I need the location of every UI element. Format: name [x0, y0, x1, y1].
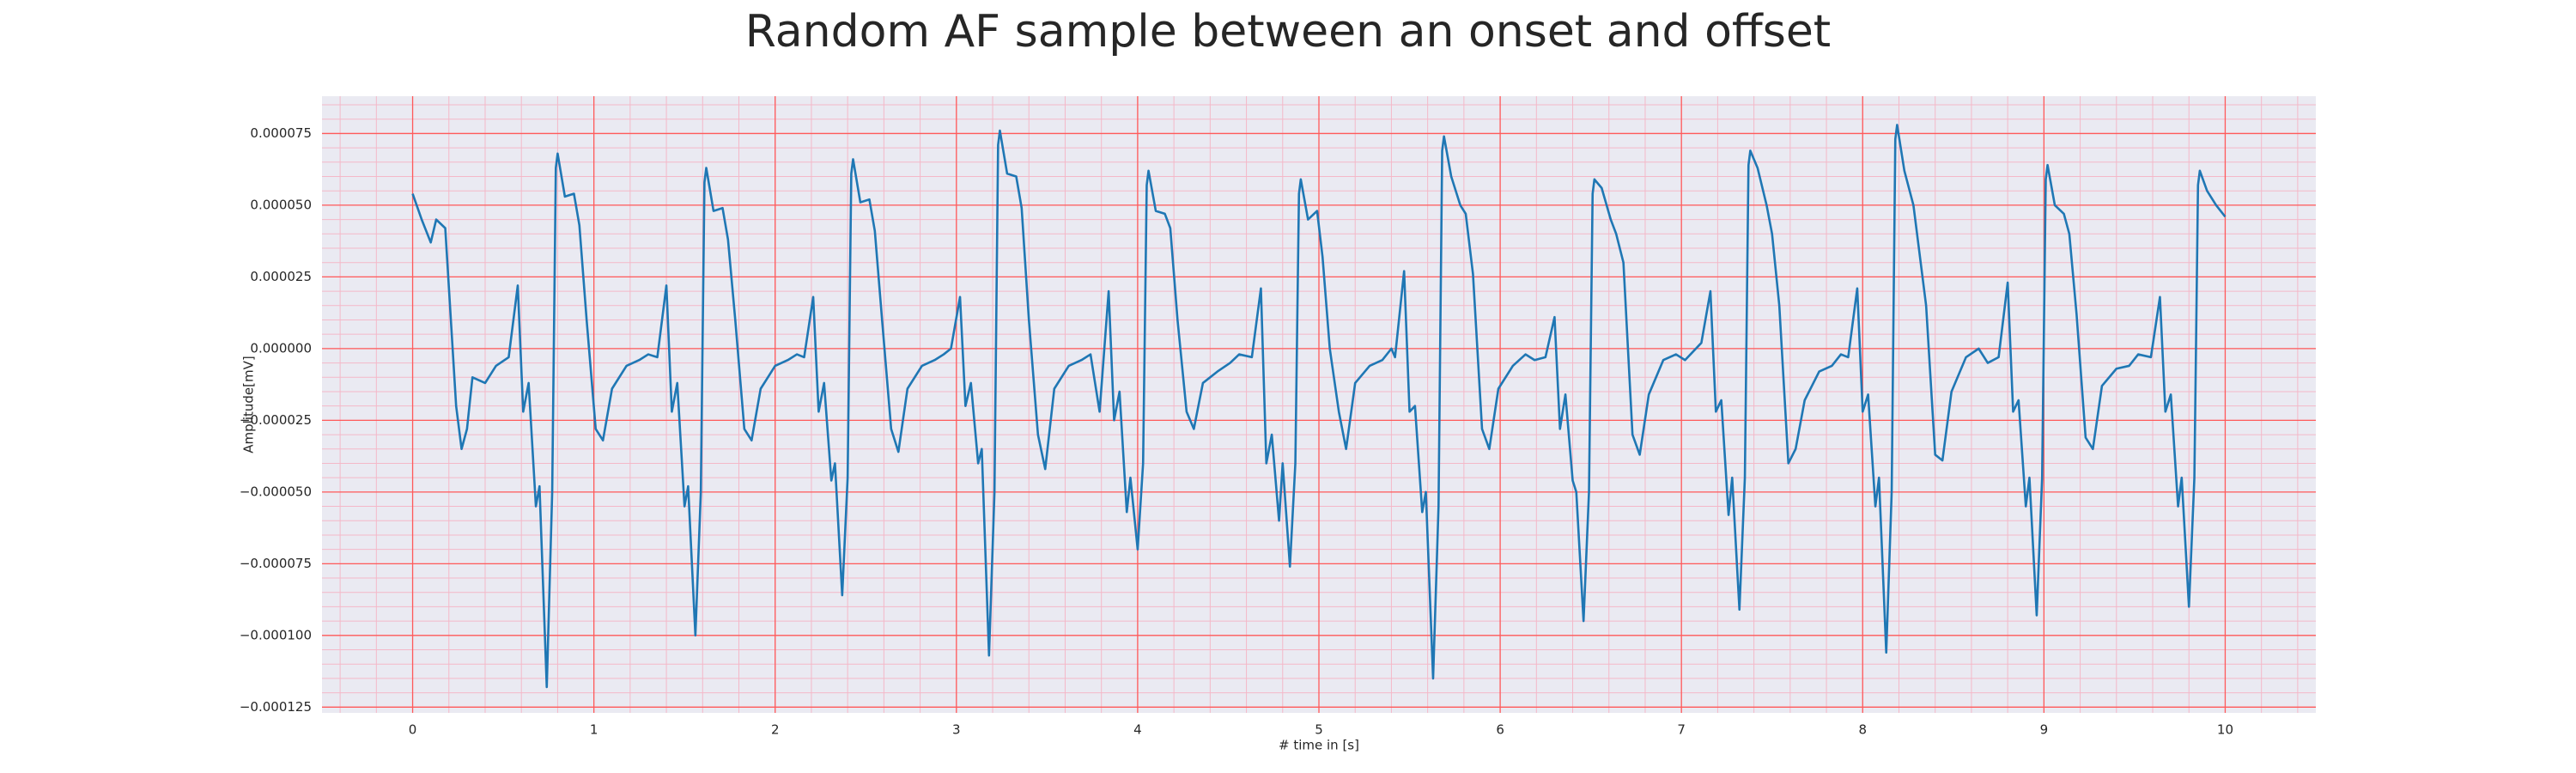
y-tick-label: 0.000025 — [250, 269, 312, 284]
y-axis-label: Amplitude[mV] — [241, 356, 257, 453]
chart-title: Random AF sample between an onset and of… — [745, 6, 1831, 58]
y-tick-label: −0.000100 — [240, 627, 312, 642]
x-tick-label: 4 — [1133, 722, 1142, 738]
y-tick-label: −0.000075 — [240, 556, 312, 571]
x-tick-label: 1 — [590, 722, 598, 738]
x-tick-label: 9 — [2040, 722, 2049, 738]
x-tick-label: 8 — [1858, 722, 1867, 738]
x-tick-label: 10 — [2217, 722, 2233, 738]
x-tick-label: 6 — [1496, 722, 1504, 738]
y-tick-label: 0.000075 — [250, 125, 312, 141]
x-tick-label: 5 — [1315, 722, 1323, 738]
x-tick-label: 3 — [952, 722, 961, 738]
signal-line — [411, 124, 2227, 689]
y-tick-label: 0.000050 — [250, 197, 312, 212]
y-tick-label: −0.000125 — [240, 699, 312, 715]
x-axis-label: # time in [s] — [1279, 738, 1359, 753]
y-tick-label: −0.000050 — [240, 484, 312, 499]
x-tick-label: 7 — [1677, 722, 1686, 738]
x-tick-label: 0 — [409, 722, 417, 738]
y-tick-label: −0.000025 — [240, 412, 312, 428]
y-tick-label: 0.000000 — [250, 340, 312, 356]
x-tick-label: 2 — [771, 722, 780, 738]
